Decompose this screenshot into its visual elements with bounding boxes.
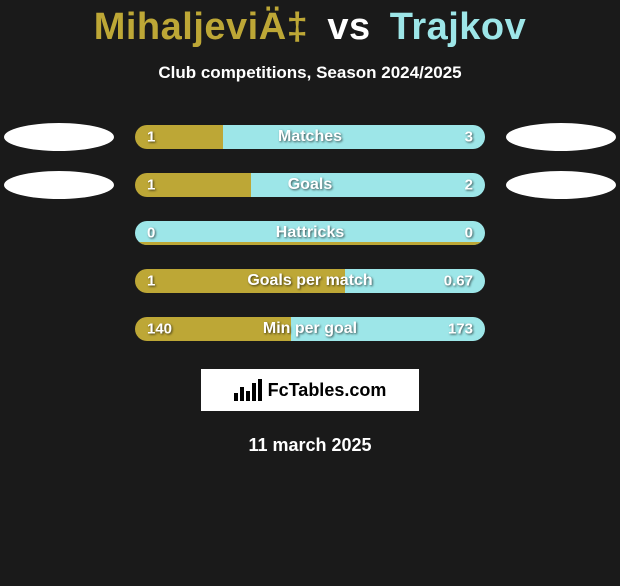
bar-right-fill [223, 125, 486, 149]
player2-name: Trajkov [390, 6, 527, 48]
stat-left-value: 140 [147, 321, 172, 338]
stat-label: Matches [278, 128, 342, 146]
player2-marker [506, 171, 616, 199]
stat-bar: 140 173 Min per goal [135, 317, 485, 341]
source-text: FcTables.com [268, 380, 387, 401]
stat-left-value: 1 [147, 177, 155, 194]
player1-marker [4, 171, 114, 199]
bar-right-fill [251, 173, 486, 197]
stat-right-value: 2 [465, 177, 473, 194]
subtitle: Club competitions, Season 2024/2025 [0, 63, 620, 83]
stat-row: 1 0.67 Goals per match [0, 269, 620, 293]
stat-left-value: 1 [147, 273, 155, 290]
date-text: 11 march 2025 [0, 435, 620, 456]
stat-label: Min per goal [263, 320, 357, 338]
stat-label: Hattricks [276, 224, 344, 242]
player1-name: MihaljeviÄ‡ [94, 6, 309, 48]
player2-marker [506, 123, 616, 151]
stat-row: 1 3 Matches [0, 125, 620, 149]
vs-text: vs [327, 6, 370, 48]
stat-left-value: 0 [147, 225, 155, 242]
player1-marker [4, 123, 114, 151]
comparison-title: MihaljeviÄ‡ vs Trajkov [0, 6, 620, 49]
stat-bar: 1 2 Goals [135, 173, 485, 197]
stat-right-value: 0 [465, 225, 473, 242]
stat-rows: 1 3 Matches 1 2 Goals 0 0 Hattricks 1 0.67 Goals pe… [0, 125, 620, 341]
stat-left-value: 1 [147, 129, 155, 146]
stat-label: Goals [288, 176, 332, 194]
chart-icon [234, 379, 262, 401]
stat-right-value: 173 [448, 321, 473, 338]
stat-bar: 1 0.67 Goals per match [135, 269, 485, 293]
stat-row: 1 2 Goals [0, 173, 620, 197]
stat-right-value: 3 [465, 129, 473, 146]
stat-label: Goals per match [247, 272, 372, 290]
stat-bar: 0 0 Hattricks [135, 221, 485, 245]
stat-row: 0 0 Hattricks [0, 221, 620, 245]
stat-right-value: 0.67 [444, 273, 473, 290]
source-badge: FcTables.com [201, 369, 419, 411]
stat-row: 140 173 Min per goal [0, 317, 620, 341]
stat-bar: 1 3 Matches [135, 125, 485, 149]
